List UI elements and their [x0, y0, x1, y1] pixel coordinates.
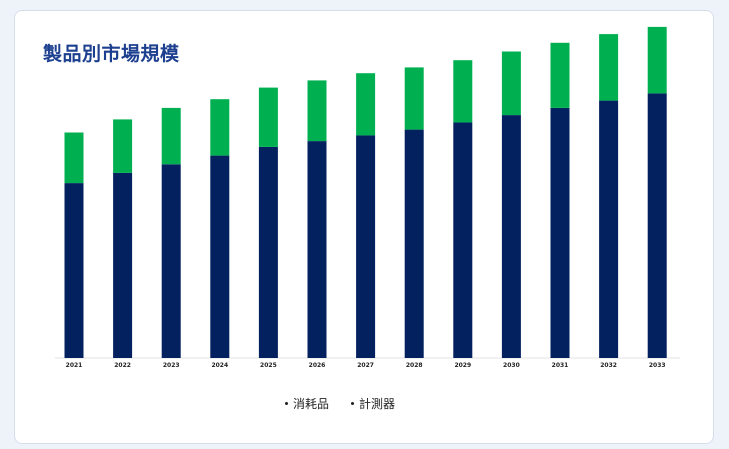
stacked-bar-chart: 2021 2022 2023 2024 2025 2026 2027 2028 2029 2030… — [55, 26, 680, 369]
x-tick-label-2027: 2027 — [357, 362, 374, 369]
bar-instruments-2025 — [258, 87, 278, 147]
bar-consumables-2026 — [307, 141, 327, 358]
legend-item-consumables[interactable]: 消耗品 — [285, 395, 329, 412]
legend-label-consumables: 消耗品 — [293, 397, 330, 411]
bar-instruments-2031 — [550, 42, 570, 108]
x-tick-label-2033: 2033 — [649, 362, 666, 369]
bar-consumables-2029 — [453, 122, 473, 358]
x-tick-label-2026: 2026 — [309, 362, 326, 369]
legend-marker-instruments — [351, 402, 355, 405]
legend-label-instruments: 計測器 — [359, 397, 396, 411]
bar-consumables-2023 — [161, 164, 181, 358]
x-tick-label-2022: 2022 — [114, 362, 131, 369]
x-tick-label-2028: 2028 — [406, 362, 423, 369]
bar-instruments-2026 — [307, 80, 327, 142]
bar-consumables-2031 — [550, 107, 570, 359]
bar-instruments-2028 — [404, 67, 424, 130]
bar-instruments-2027 — [356, 73, 376, 136]
bar-instruments-2023 — [161, 107, 181, 165]
bar-consumables-2033 — [647, 93, 667, 359]
x-tick-label-2021: 2021 — [66, 362, 83, 369]
x-tick-label-2023: 2023 — [163, 362, 180, 369]
bar-consumables-2030 — [501, 115, 521, 358]
bar-consumables-2025 — [258, 146, 278, 358]
legend-marker-consumables — [285, 402, 288, 405]
bar-instruments-2032 — [599, 34, 619, 101]
x-tick-label-2025: 2025 — [260, 362, 277, 369]
bar-consumables-2024 — [210, 155, 230, 358]
bar-consumables-2032 — [599, 100, 619, 358]
bar-instruments-2021 — [64, 132, 84, 184]
bar-consumables-2021 — [64, 183, 84, 358]
bar-instruments-2022 — [113, 119, 133, 173]
chart-legend: 消耗品 計測器 — [285, 395, 395, 412]
bar-instruments-2033 — [647, 26, 667, 94]
bar-instruments-2029 — [453, 60, 473, 123]
x-tick-label-2032: 2032 — [600, 362, 617, 369]
chart-title: 製品別市場規模 — [43, 43, 180, 65]
x-tick-label-2030: 2030 — [503, 362, 520, 369]
bar-consumables-2027 — [356, 135, 376, 358]
bar-consumables-2022 — [113, 172, 133, 358]
x-tick-label-2024: 2024 — [211, 362, 228, 369]
x-tick-label-2029: 2029 — [454, 362, 471, 369]
bar-consumables-2028 — [404, 129, 424, 358]
chart-card: 製品別市場規模 2021 2022 2023 2024 2025 2026 2027 2028… — [14, 10, 714, 444]
x-tick-label-2031: 2031 — [552, 362, 569, 369]
bar-instruments-2030 — [501, 51, 521, 116]
legend-item-instruments[interactable]: 計測器 — [351, 395, 395, 412]
bar-instruments-2024 — [210, 99, 230, 156]
